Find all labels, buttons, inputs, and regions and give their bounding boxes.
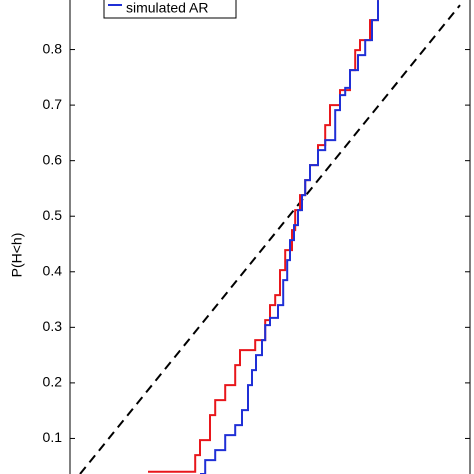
step-line xyxy=(148,0,379,473)
legend-box xyxy=(103,0,237,19)
y-tick-label: 0.5 xyxy=(43,207,63,223)
reference-line xyxy=(79,4,461,474)
step-line xyxy=(200,0,379,474)
y-tick-label: 0.6 xyxy=(43,151,63,167)
y-tick-label: 0.7 xyxy=(43,96,63,112)
y-tick-label: 0.3 xyxy=(43,318,63,334)
y-tick-label: 0.1 xyxy=(43,429,63,445)
y-tick-label: 0.8 xyxy=(43,40,63,56)
legend-label: simulated AR xyxy=(126,0,208,16)
y-tick-label: 0.9 xyxy=(43,0,63,1)
y-tick-label: 0.2 xyxy=(43,374,63,390)
y-axis-label: P(H<h) xyxy=(9,233,25,278)
y-tick-label: 0.4 xyxy=(43,262,63,278)
